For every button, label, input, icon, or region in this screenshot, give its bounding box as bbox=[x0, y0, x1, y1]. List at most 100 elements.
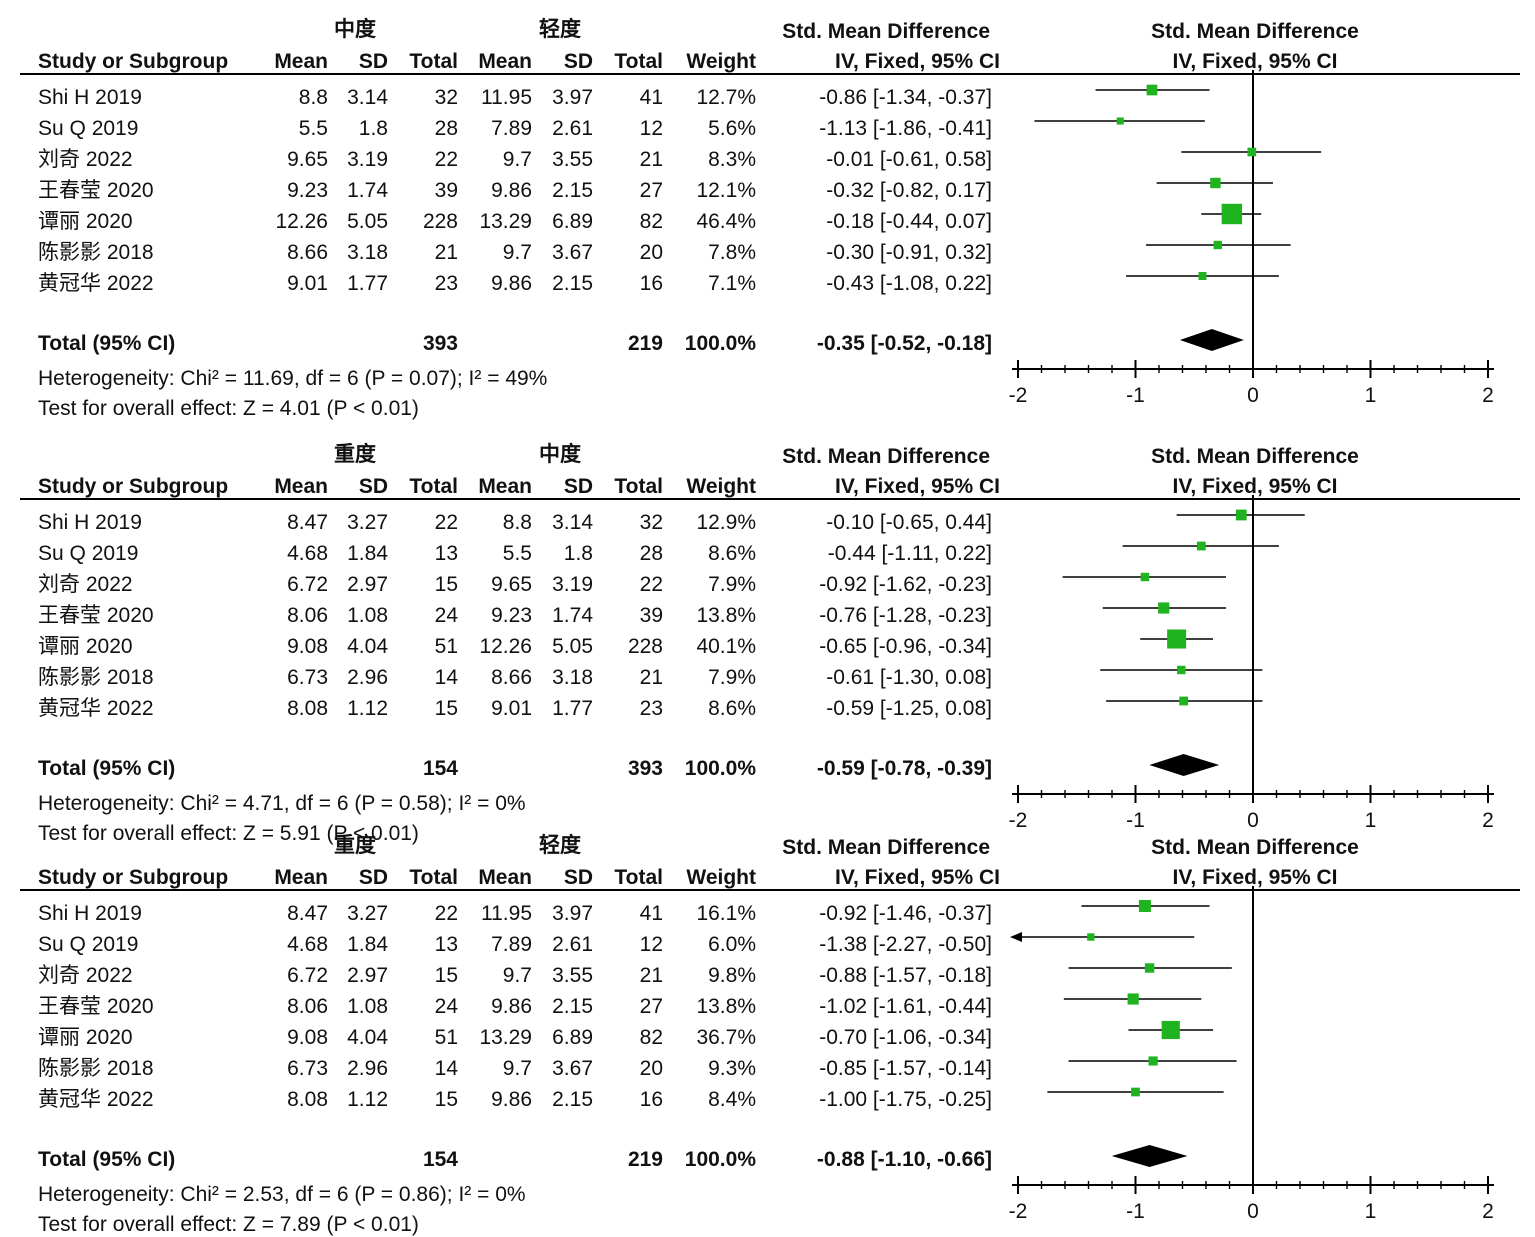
column-header-study: Study or Subgroup bbox=[38, 50, 229, 73]
table-cell-m1: 9.01 bbox=[287, 272, 328, 295]
table-cell-m2: 5.5 bbox=[502, 542, 532, 565]
table-cell-study: Su Q 2019 bbox=[38, 933, 139, 956]
table-cell-n2: 82 bbox=[639, 1026, 663, 1049]
table-cell-sd2: 3.97 bbox=[552, 86, 593, 109]
table-cell-m1: 9.08 bbox=[287, 1026, 328, 1049]
total-weight: 100.0% bbox=[684, 1148, 756, 1171]
table-cell-ci: -0.61 [-1.30, 0.08] bbox=[826, 666, 992, 689]
column-header-weight: Weight bbox=[686, 866, 756, 889]
table-cell-study: 谭丽 2020 bbox=[38, 635, 133, 658]
table-cell-n2: 21 bbox=[639, 964, 663, 987]
x-tick-label: -2 bbox=[1009, 384, 1028, 407]
total-ci: -0.59 [-0.78, -0.39] bbox=[816, 757, 992, 780]
x-tick-label: 0 bbox=[1247, 1200, 1259, 1223]
table-cell-m2: 13.29 bbox=[479, 210, 532, 233]
overall-effect-text: Test for overall effect: Z = 5.91 (P < 0… bbox=[38, 822, 419, 845]
table-cell-n2: 39 bbox=[639, 604, 663, 627]
table-cell-weight: 12.1% bbox=[696, 179, 756, 202]
table-cell-m2: 9.86 bbox=[491, 179, 532, 202]
column-header-total2: Total bbox=[614, 475, 663, 498]
table-cell-sd1: 4.04 bbox=[347, 1026, 388, 1049]
forest-panel: 重度 中度 Std. Mean Difference Std. Mean Differ… bbox=[0, 443, 1535, 845]
table-cell-n1: 13 bbox=[434, 933, 458, 956]
column-header-total1: Total bbox=[409, 866, 458, 889]
table-cell-m1: 6.73 bbox=[287, 1057, 328, 1080]
table-cell-n2: 32 bbox=[639, 511, 663, 534]
table-cell-sd1: 1.77 bbox=[347, 272, 388, 295]
table-cell-n1: 15 bbox=[434, 1088, 458, 1111]
table-cell-study: Su Q 2019 bbox=[38, 542, 139, 565]
table-cell-sd2: 3.55 bbox=[552, 148, 593, 171]
table-cell-m1: 8.47 bbox=[287, 902, 328, 925]
column-header-sd2: SD bbox=[563, 50, 593, 73]
table-cell-ci: -0.86 [-1.34, -0.37] bbox=[819, 86, 992, 109]
table-cell-sd2: 3.55 bbox=[552, 964, 593, 987]
effect-header-title: Std. Mean Difference bbox=[782, 20, 990, 43]
table-cell-m1: 5.5 bbox=[298, 117, 328, 140]
x-tick-label: 2 bbox=[1482, 384, 1494, 407]
table-cell-ci: -0.92 [-1.62, -0.23] bbox=[819, 573, 992, 596]
total-n2: 393 bbox=[627, 757, 663, 780]
table-cell-sd1: 2.97 bbox=[347, 964, 388, 987]
table-cell-m2: 13.29 bbox=[479, 1026, 532, 1049]
table-cell-m2: 9.23 bbox=[491, 604, 532, 627]
column-header-mean2: Mean bbox=[478, 50, 532, 73]
table-cell-n2: 12 bbox=[639, 117, 663, 140]
effect-marker bbox=[1161, 1020, 1180, 1040]
effect-marker bbox=[1247, 147, 1257, 157]
table-cell-sd2: 6.89 bbox=[552, 1026, 593, 1049]
table-cell-sd2: 5.05 bbox=[552, 635, 593, 658]
table-cell-m1: 4.68 bbox=[287, 933, 328, 956]
table-cell-n1: 28 bbox=[434, 117, 458, 140]
table-cell-n2: 23 bbox=[639, 697, 663, 720]
table-cell-ci: -0.43 [-1.08, 0.22] bbox=[826, 272, 992, 295]
table-cell-m1: 8.08 bbox=[287, 697, 328, 720]
table-cell-n1: 51 bbox=[434, 635, 458, 658]
table-cell-ci: -0.01 [-0.61, 0.58] bbox=[826, 148, 992, 171]
table-cell-study: 刘奇 2022 bbox=[38, 148, 133, 171]
table-cell-study: Shi H 2019 bbox=[38, 902, 142, 925]
plot-header-sub: IV, Fixed, 95% CI bbox=[1172, 475, 1338, 498]
table-cell-m2: 11.95 bbox=[481, 86, 532, 109]
table-cell-n2: 27 bbox=[639, 995, 663, 1018]
table-cell-m2: 9.86 bbox=[491, 995, 532, 1018]
table-cell-study: 谭丽 2020 bbox=[38, 210, 133, 233]
column-header-ci: IV, Fixed, 95% CI bbox=[835, 475, 1000, 498]
table-cell-m1: 8.06 bbox=[287, 995, 328, 1018]
table-cell-sd2: 3.67 bbox=[552, 1057, 593, 1080]
column-header-mean1: Mean bbox=[274, 50, 328, 73]
effect-marker bbox=[1146, 84, 1158, 96]
total-diamond bbox=[1111, 1145, 1188, 1167]
table-cell-sd2: 2.15 bbox=[552, 179, 593, 202]
table-cell-n2: 21 bbox=[639, 666, 663, 689]
effect-marker bbox=[1116, 117, 1124, 125]
table-cell-weight: 46.4% bbox=[696, 210, 756, 233]
effect-marker bbox=[1198, 272, 1207, 280]
table-cell-n2: 27 bbox=[639, 179, 663, 202]
effect-header-title: Std. Mean Difference bbox=[782, 445, 990, 468]
total-n2: 219 bbox=[627, 1148, 663, 1171]
table-cell-weight: 7.9% bbox=[708, 666, 756, 689]
table-cell-study: Su Q 2019 bbox=[38, 117, 139, 140]
table-cell-study: 陈影影 2018 bbox=[38, 666, 154, 689]
total-n2: 219 bbox=[627, 332, 663, 355]
column-header-sd1: SD bbox=[358, 866, 388, 889]
table-cell-weight: 16.1% bbox=[696, 902, 756, 925]
table-cell-weight: 7.8% bbox=[708, 241, 756, 264]
total-label: Total (95% CI) bbox=[38, 332, 176, 355]
total-n1: 393 bbox=[422, 332, 458, 355]
group1-header: 中度 bbox=[334, 18, 376, 41]
table-cell-sd2: 6.89 bbox=[552, 210, 593, 233]
table-cell-sd1: 1.12 bbox=[347, 697, 388, 720]
table-cell-study: 黄冠华 2022 bbox=[38, 697, 154, 720]
table-cell-n2: 28 bbox=[639, 542, 663, 565]
table-cell-ci: -0.18 [-0.44, 0.07] bbox=[826, 210, 992, 233]
table-cell-sd1: 2.96 bbox=[347, 666, 388, 689]
group2-header: 轻度 bbox=[539, 834, 581, 857]
table-cell-m1: 8.66 bbox=[287, 241, 328, 264]
table-cell-sd1: 3.14 bbox=[347, 86, 388, 109]
column-header-weight: Weight bbox=[686, 50, 756, 73]
table-cell-study: 王春莹 2020 bbox=[38, 179, 154, 202]
table-cell-study: 刘奇 2022 bbox=[38, 964, 133, 987]
heterogeneity-text: Heterogeneity: Chi² = 11.69, df = 6 (P =… bbox=[38, 367, 548, 390]
